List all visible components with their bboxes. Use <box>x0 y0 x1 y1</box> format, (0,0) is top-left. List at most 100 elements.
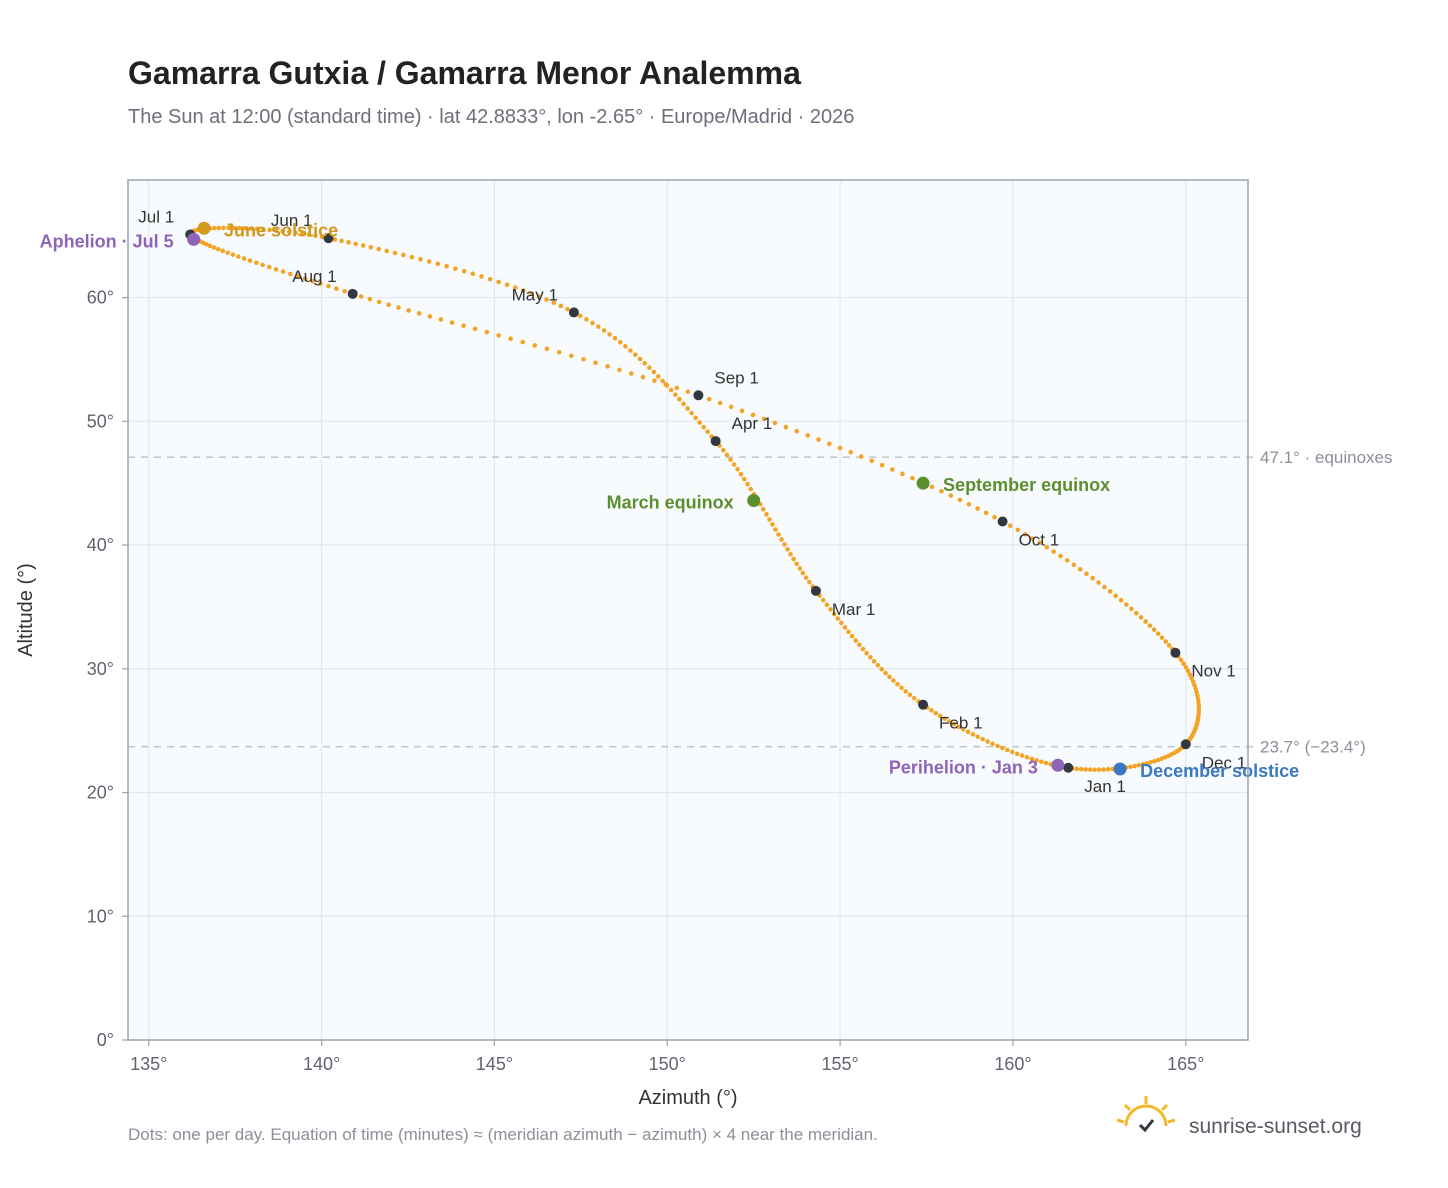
daily-dot <box>779 537 784 542</box>
month-marker <box>323 233 334 244</box>
daily-dot <box>849 633 855 639</box>
daily-dot <box>1087 767 1093 772</box>
daily-dot <box>983 510 989 516</box>
daily-dot <box>1102 584 1107 590</box>
daily-dot <box>724 452 730 458</box>
daily-dot <box>803 575 809 580</box>
daily-dot <box>750 412 756 418</box>
y-tick-label: 60° <box>87 288 114 308</box>
daily-dot <box>581 356 586 362</box>
daily-dot <box>776 532 781 537</box>
daily-dot <box>332 237 338 242</box>
daily-dot <box>306 232 312 237</box>
daily-dot <box>207 243 213 249</box>
daily-dot <box>739 408 745 414</box>
daily-dot <box>929 484 935 490</box>
daily-dot <box>360 243 366 248</box>
daily-dot <box>1037 540 1042 546</box>
event-label: September equinox <box>943 475 1110 495</box>
daily-dot <box>1136 762 1142 768</box>
daily-dot <box>824 602 830 608</box>
daily-dot <box>907 692 913 698</box>
daily-dot <box>401 252 406 258</box>
daily-dot <box>1132 763 1137 769</box>
daily-dot <box>965 729 971 735</box>
daily-dot <box>596 324 601 329</box>
daily-dot <box>1147 623 1153 628</box>
daily-dot <box>785 547 790 552</box>
chart-title: Gamarra Gutxia / Gamarra Menor Analemma <box>128 55 801 91</box>
daily-dot <box>1084 571 1089 577</box>
x-axis-title: Azimuth (°) <box>638 1087 737 1109</box>
daily-dot <box>1140 762 1146 767</box>
plot-area: 47.1° · equinoxes 23.7° (−23.4°) Jan 1 Feb… <box>40 179 1393 1041</box>
daily-dot <box>1092 767 1097 772</box>
daily-dot <box>288 271 293 277</box>
daily-dot <box>302 276 308 282</box>
daily-dot <box>1005 747 1010 753</box>
event-marker <box>197 221 211 235</box>
daily-dot <box>479 274 484 279</box>
daily-dot <box>937 713 943 719</box>
daily-dot <box>1159 756 1165 761</box>
daily-dot <box>858 454 864 459</box>
daily-dot <box>565 306 570 312</box>
daily-dot <box>868 654 873 660</box>
daily-dot <box>879 462 885 468</box>
daily-dot <box>513 285 518 290</box>
daily-dot <box>820 597 826 603</box>
event-marker <box>747 493 761 507</box>
brand-link[interactable]: sunrise-sunset.org <box>1116 1096 1362 1138</box>
x-tick-label: 150° <box>649 1054 686 1074</box>
daily-dot <box>334 286 339 291</box>
daily-dot <box>794 561 799 567</box>
daily-dot <box>1187 672 1193 677</box>
daily-dot <box>1134 610 1139 616</box>
daily-dot <box>939 488 944 494</box>
daily-dot <box>960 726 966 732</box>
daily-dot <box>496 333 501 338</box>
event-marker <box>916 476 930 490</box>
daily-dot <box>230 252 236 257</box>
event-marker <box>187 232 201 246</box>
month-label: Feb 1 <box>939 714 982 733</box>
daily-dot <box>1189 675 1194 681</box>
daily-dot <box>742 476 747 482</box>
daily-dot <box>1074 766 1080 772</box>
daily-dot <box>593 360 598 366</box>
daily-dot <box>910 475 915 481</box>
daily-dot <box>677 396 682 402</box>
daily-dot <box>461 268 467 274</box>
daily-dot <box>1183 665 1189 670</box>
daily-dot <box>980 736 985 742</box>
daily-dot <box>220 248 226 254</box>
daily-dot <box>728 457 733 462</box>
daily-dot <box>628 348 633 353</box>
reference-line-label: 47.1° · equinoxes <box>1260 448 1393 467</box>
month-label: Jun 1 <box>271 211 313 230</box>
daily-dot <box>705 429 710 435</box>
month-marker <box>710 436 721 447</box>
daily-dot <box>280 228 285 234</box>
daily-dot <box>623 344 628 349</box>
daily-dot <box>617 367 622 373</box>
daily-dot <box>211 245 217 250</box>
month-label: Sep 1 <box>714 368 758 387</box>
plot-background <box>128 180 1248 1040</box>
month-marker <box>1170 647 1181 658</box>
event-markers: June solstice Aphelion · Jul 5 March equin… <box>40 220 1300 781</box>
daily-dot <box>828 607 833 612</box>
daily-dot <box>544 346 550 352</box>
daily-dot <box>556 350 562 355</box>
daily-dot <box>601 328 607 333</box>
daily-dot <box>376 246 382 252</box>
daily-dot <box>427 314 433 319</box>
month-label: Oct 1 <box>1019 531 1060 550</box>
daily-dot <box>1190 679 1196 685</box>
daily-dot <box>761 506 766 512</box>
daily-dot <box>1155 631 1161 637</box>
daily-dot <box>438 317 444 322</box>
daily-dot <box>738 471 744 477</box>
daily-dot <box>569 353 574 359</box>
